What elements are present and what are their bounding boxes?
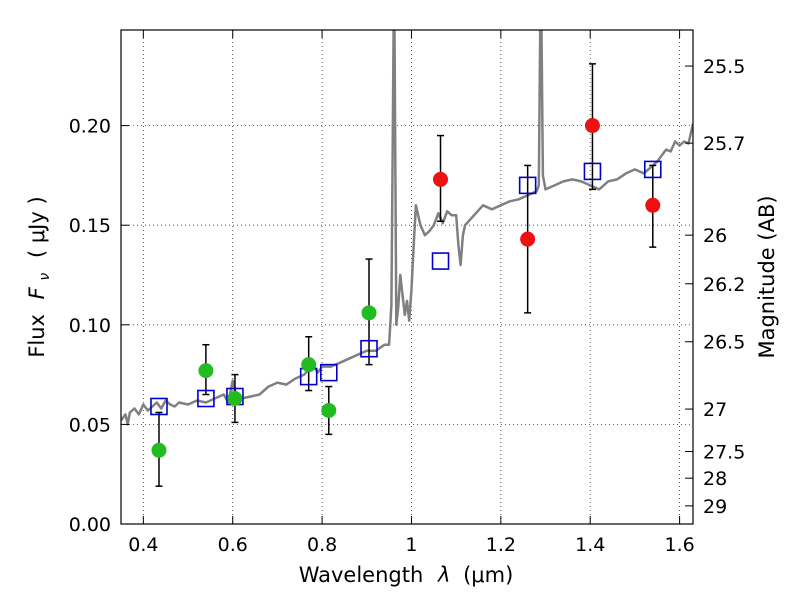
- y-tick-label: 0.10: [69, 315, 111, 337]
- model-square-marker: [319, 363, 338, 382]
- magnitude-tick-label: 27.5: [703, 441, 745, 463]
- photometry-point: [361, 305, 377, 321]
- magnitude-axis-ticks: 25.5 25.7 26 26.2 26.5 27 27.5 28 29: [685, 56, 745, 518]
- magnitude-tick-label: 28: [703, 468, 727, 490]
- photometry-point: [227, 391, 243, 407]
- photometry-point: [645, 197, 661, 213]
- x-tick-label: 1: [405, 534, 417, 556]
- y-tick-label: 0.05: [69, 414, 111, 436]
- y-axis-label-subscript: ν: [37, 273, 53, 281]
- x-axis-label-text: Wavelength: [299, 563, 424, 587]
- photometry-point: [301, 357, 317, 373]
- x-axis-label-symbol: λ: [437, 563, 450, 587]
- model-square-marker: [197, 389, 215, 408]
- photometry-point: [151, 442, 167, 458]
- x-tick-label: 1.4: [575, 534, 605, 556]
- magnitude-tick-label: 27: [703, 399, 727, 421]
- circle-marker-layer: [151, 118, 661, 458]
- photometry-point: [433, 171, 449, 187]
- model-square-marker: [360, 339, 378, 358]
- square-marker-layer: [150, 160, 662, 416]
- y-tick-label: 0.15: [69, 215, 111, 237]
- magnitude-tick-label: 26.5: [703, 332, 745, 354]
- magnitude-tick-label: 25.7: [703, 133, 745, 155]
- x-tick-label: 1.6: [664, 534, 694, 556]
- model-square-marker: [643, 160, 662, 179]
- x-axis-label: Wavelength λ (μm): [299, 563, 514, 587]
- magnitude-tick-label: 26.2: [703, 274, 745, 296]
- photometry-point: [584, 118, 600, 134]
- model-square-marker: [518, 176, 537, 195]
- spectrum-layer: [121, 30, 693, 426]
- magnitude-tick-label: 26: [703, 225, 727, 247]
- x-tick-label: 0.8: [307, 534, 337, 556]
- photometry-point: [198, 363, 214, 379]
- magnitude-tick-label: 25.5: [703, 56, 745, 78]
- x-axis-label-unit: (μm): [463, 563, 513, 587]
- x-tick-label: 1.2: [486, 534, 516, 556]
- x-axis-ticks: 0.4 0.6 0.8 1 1.2 1.4 1.6: [128, 30, 695, 556]
- magnitude-tick-label: 29: [703, 496, 727, 518]
- model-square-marker: [431, 252, 450, 270]
- y-axis-label-text: Flux: [25, 314, 49, 358]
- y-axis-label-symbol: F: [25, 286, 49, 299]
- plot-area: [121, 30, 693, 524]
- model-square-marker: [583, 162, 602, 181]
- y-axis-label-unit: ( μJy ): [25, 196, 49, 258]
- photometry-point: [321, 402, 337, 418]
- spectrum-line: [121, 30, 693, 426]
- x-tick-label: 0.4: [128, 534, 158, 556]
- y-tick-label: 0.20: [69, 116, 111, 138]
- plot-frame: [120, 29, 694, 525]
- model-square-marker: [150, 397, 168, 416]
- y-axis-ticks: 0.00 0.05 0.10 0.15 0.20: [69, 116, 129, 536]
- photometry-point: [520, 231, 536, 247]
- magnitude-axis-label: Magnitude (AB): [755, 195, 779, 358]
- y-tick-label: 0.00: [69, 514, 111, 536]
- x-tick-label: 0.6: [218, 534, 248, 556]
- y-axis-label: Flux F ν ( μJy ): [25, 196, 54, 357]
